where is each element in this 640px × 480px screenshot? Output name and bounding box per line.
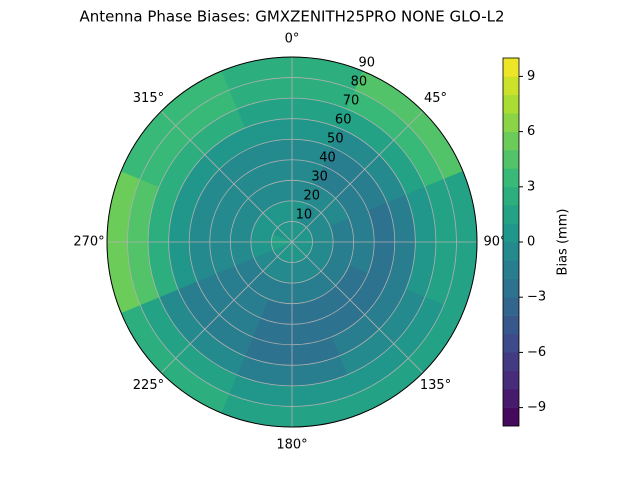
colorbar-band	[503, 352, 519, 372]
angular-tick-label: 45°	[424, 91, 447, 106]
colorbar-band	[503, 370, 519, 390]
angular-tick-label: 135°	[420, 378, 451, 393]
colorbar-band	[503, 150, 519, 169]
angular-tick-label: 270°	[73, 235, 104, 250]
colorbar-band	[503, 94, 519, 114]
colorbar-tick-label: 3	[527, 179, 535, 194]
radial-tick-label: 80	[351, 75, 368, 90]
angular-tick-label: 90°	[483, 235, 506, 250]
colorbar-band	[503, 223, 519, 243]
colorbar-label: Bias (mm)	[556, 209, 571, 276]
colorbar-band	[503, 58, 519, 77]
radial-tick-label: 60	[335, 113, 352, 128]
colorbar-band	[503, 242, 519, 261]
colorbar-tick-label: 0	[527, 235, 535, 250]
colorbar-band	[503, 315, 519, 335]
radial-tick-label: 40	[319, 151, 336, 166]
grid-spoke	[291, 110, 424, 243]
colorbar-tick-label: −6	[527, 345, 546, 360]
radial-tick-label: 50	[327, 132, 344, 147]
angular-tick-label: 225°	[133, 378, 164, 393]
colorbar-tick-label: 6	[527, 124, 535, 139]
colorbar-band	[503, 334, 519, 353]
angular-tick-label: 315°	[133, 91, 164, 106]
colorbar-band	[503, 260, 519, 280]
colorbar-band	[503, 389, 519, 408]
angular-tick-label: 0°	[285, 32, 300, 47]
angular-tick-label: 180°	[276, 438, 307, 453]
colorbar-band	[503, 168, 519, 188]
grid-spoke	[160, 241, 293, 374]
colorbar-tick-label: −9	[527, 400, 546, 415]
colorbar-band	[503, 278, 519, 298]
colorbar-tick-label: 9	[527, 69, 535, 84]
chart-title: Antenna Phase Biases: GMXZENITH25PRO NON…	[79, 8, 504, 26]
polar-frame	[106, 56, 478, 428]
colorbar-band	[503, 205, 519, 224]
radial-tick-label: 20	[303, 189, 320, 204]
radial-tick-label: 90	[359, 56, 376, 71]
colorbar-band	[503, 131, 519, 151]
colorbar-band	[503, 407, 519, 427]
grid-spoke	[291, 241, 424, 374]
grid-spoke	[160, 110, 293, 243]
radial-tick-label: 30	[311, 170, 328, 185]
colorbar-band	[503, 76, 519, 96]
colorbar-band	[503, 297, 519, 316]
colorbar-band	[503, 113, 519, 132]
colorbar-band	[503, 186, 519, 206]
radial-tick-label: 70	[343, 94, 360, 109]
colorbar-tick-label: −3	[527, 290, 546, 305]
radial-tick-label: 10	[296, 208, 313, 223]
